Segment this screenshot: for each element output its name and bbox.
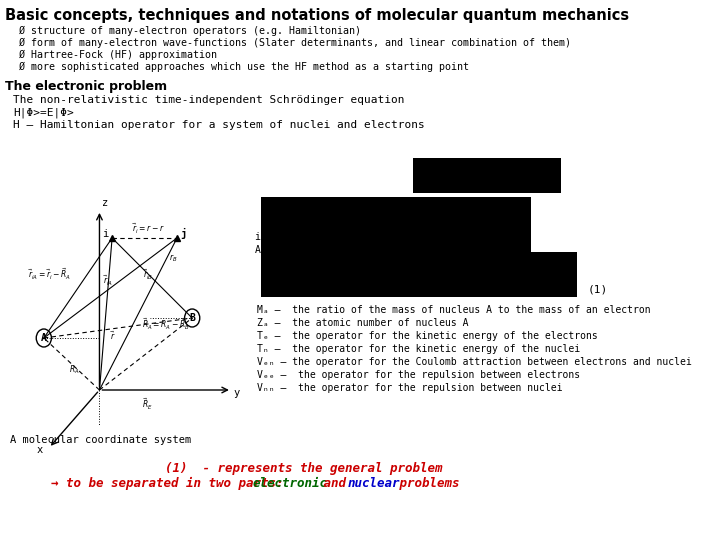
- Text: problems: problems: [392, 477, 459, 490]
- Text: and: and: [316, 477, 354, 490]
- Text: $\vec{r}_{iA}$: $\vec{r}_{iA}$: [103, 274, 113, 288]
- Text: Ø structure of many-electron operators (e.g. Hamiltonian): Ø structure of many-electron operators (…: [19, 26, 361, 36]
- Text: electronic: electronic: [253, 477, 328, 490]
- Text: A molecular coordinate system: A molecular coordinate system: [10, 435, 192, 445]
- Text: j: j: [181, 228, 186, 239]
- Text: Tₑ –  the operator for the kinetic energy of the electrons: Tₑ – the operator for the kinetic energy…: [257, 331, 598, 341]
- Text: Vₑₙ – the operator for the Coulomb attraction between electrons and nuclei: Vₑₙ – the operator for the Coulomb attra…: [257, 357, 692, 367]
- Text: (1): (1): [588, 285, 608, 295]
- Text: A: A: [41, 333, 47, 343]
- Text: $\vec{r}$: $\vec{r}$: [109, 329, 115, 342]
- Text: Vₙₙ –  the operator for the repulsion between nuclei: Vₙₙ – the operator for the repulsion bet…: [257, 383, 562, 393]
- Text: Ø more sophisticated approaches which use the HF method as a starting point: Ø more sophisticated approaches which us…: [19, 62, 469, 72]
- Text: nuclear: nuclear: [348, 477, 400, 490]
- Text: $\vec{r}_i = r - r$: $\vec{r}_i = r - r$: [132, 221, 165, 235]
- Text: i, j ≡ electrons (N): i, j ≡ electrons (N): [255, 232, 372, 242]
- Text: $\vec{r}_{iB}$: $\vec{r}_{iB}$: [143, 267, 153, 281]
- Text: $r_B$: $r_B$: [168, 252, 177, 264]
- Text: Vₑₑ –  the operator for the repulsion between electrons: Vₑₑ – the operator for the repulsion bet…: [257, 370, 580, 380]
- Text: i: i: [102, 229, 108, 239]
- Text: The electronic problem: The electronic problem: [5, 80, 167, 93]
- Text: → to be separated in two parts:: → to be separated in two parts:: [50, 477, 291, 490]
- Text: Ø Hartree-Fock (HF) approximation: Ø Hartree-Fock (HF) approximation: [19, 50, 217, 60]
- Text: B: B: [189, 313, 195, 323]
- Text: $\vec{R}_E$: $\vec{R}_E$: [142, 396, 153, 411]
- Text: The non-relativistic time-independent Schrödinger equation: The non-relativistic time-independent Sc…: [14, 95, 405, 105]
- Bar: [261, 197, 531, 252]
- Bar: [261, 252, 577, 297]
- Text: Ø form of many-electron wave-functions (Slater determinants, and linear combinat: Ø form of many-electron wave-functions (…: [19, 38, 570, 48]
- Text: x: x: [37, 445, 43, 455]
- Text: (1)  - represents the general problem: (1) - represents the general problem: [165, 462, 442, 475]
- Text: $\vec{R}_A = R_A - \vec{R}_B$: $\vec{R}_A = R_A - \vec{R}_B$: [142, 316, 189, 332]
- Text: Zₐ –  the atomic number of nucleus A: Zₐ – the atomic number of nucleus A: [257, 318, 469, 328]
- Text: Mₐ –  the ratio of the mass of nucleus A to the mass of an electron: Mₐ – the ratio of the mass of nucleus A …: [257, 305, 651, 315]
- Text: $\vec{r}_{iA}=\vec{r}_i-\vec{R}_A$: $\vec{r}_{iA}=\vec{r}_i-\vec{R}_A$: [28, 266, 71, 281]
- Text: H|Φ>=E|Φ>: H|Φ>=E|Φ>: [14, 108, 74, 118]
- Text: $R_A$: $R_A$: [69, 364, 80, 376]
- Bar: [413, 158, 560, 193]
- Text: y: y: [233, 388, 240, 398]
- Text: A,B ≡ nuclei    (M): A,B ≡ nuclei (M): [255, 244, 366, 254]
- Text: z: z: [102, 198, 108, 208]
- Text: Basic concepts, techniques and notations of molecular quantum mechanics: Basic concepts, techniques and notations…: [5, 8, 629, 23]
- Text: H – Hamiltonian operator for a system of nuclei and electrons: H – Hamiltonian operator for a system of…: [14, 120, 426, 130]
- Text: Tₙ –  the operator for the kinetic energy of the nuclei: Tₙ – the operator for the kinetic energy…: [257, 344, 580, 354]
